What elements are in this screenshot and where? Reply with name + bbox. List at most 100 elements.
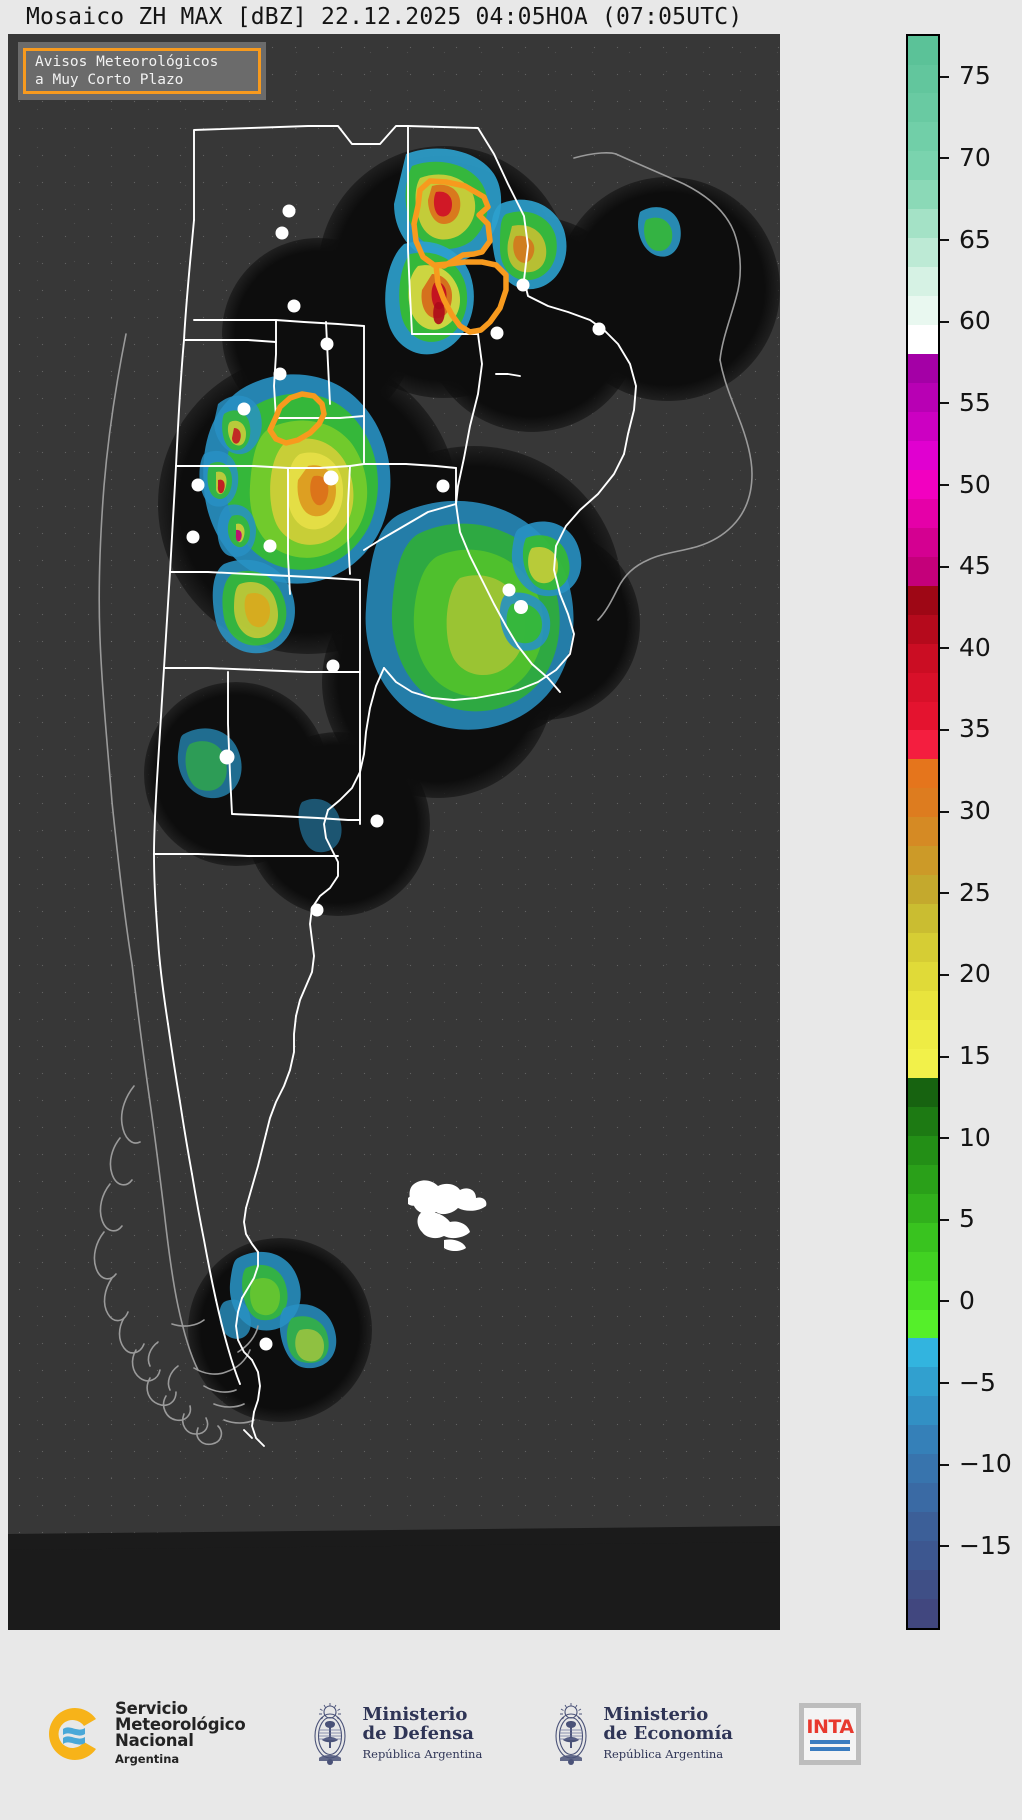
colorbar-tick-label: 60 [959, 306, 991, 336]
echo-cluster-central [199, 374, 391, 654]
colorbar-segment [908, 1222, 938, 1252]
colorbar-segment [908, 1077, 938, 1107]
colorbar-segment [908, 1425, 938, 1455]
smn-line-1: Servicio [115, 1699, 188, 1718]
colorbar-segment [908, 1048, 938, 1078]
colorbar-segment [908, 151, 938, 181]
colorbar-segment [908, 498, 938, 528]
colorbar-tick-dash [940, 1382, 949, 1385]
colorbar-segment [908, 933, 938, 963]
colorbar-segment [908, 614, 938, 644]
colorbar-tick-dash [940, 892, 949, 895]
colorbar-tick-dash [940, 973, 949, 976]
colorbar-segment [908, 411, 938, 441]
argentina-coat-of-arms-icon [548, 1700, 594, 1768]
colorbar-tick-dash [940, 484, 949, 487]
colorbar-tick-label: 40 [959, 632, 991, 662]
title-bar: Mosaico ZH MAX [dBZ] 22.12.2025 04:05HOA… [0, 0, 1022, 34]
inta-logo-icon: INTA [798, 1703, 861, 1765]
smn-logo-icon [44, 1703, 106, 1765]
colorbar-segment [908, 1106, 938, 1136]
logo-smn: Servicio Meteorológico Nacional Argentin… [44, 1699, 246, 1767]
colorbar-tick-dash [940, 1463, 949, 1466]
colorbar-tick-label: 25 [959, 877, 991, 907]
colorbar-segment [908, 93, 938, 123]
colorbar-tick-label: 0 [959, 1285, 975, 1315]
colorbar-tick-dash [940, 239, 949, 242]
colorbar-segment [908, 1309, 938, 1339]
warning-legend-inner: Avisos Meteorológicos a Muy Corto Plazo [23, 48, 261, 94]
colorbar-segment [908, 527, 938, 557]
colorbar-segment [908, 267, 938, 297]
colorbar-tick-label: 10 [959, 1122, 991, 1152]
economia-logo-text: Ministerio de Economía República Argenti… [603, 1705, 733, 1764]
colorbar-tick-dash [940, 810, 949, 813]
colorbar-tick-dash [940, 1300, 949, 1303]
economia-line-1: Ministerio [603, 1703, 709, 1725]
warning-legend-line-1: Avisos Meteorológicos [35, 54, 219, 70]
smn-logo-text: Servicio Meteorológico Nacional Argentin… [115, 1699, 246, 1767]
colorbar-ticks: 75 70 65 60 55 50 45 40 35 30 25 20 15 10 5 0 −5 −10 −15 [940, 34, 1022, 1630]
colorbar-segment [908, 759, 938, 789]
colorbar-tick-dash [940, 1137, 949, 1140]
warning-legend-line-2: a Muy Corto Plazo [35, 72, 184, 88]
economia-line-3: República Argentina [603, 1746, 724, 1761]
logo-ministerio-economia: Ministerio de Economía República Argenti… [548, 1700, 733, 1768]
colorbar-tick-dash [940, 320, 949, 323]
colorbar-tick-dash [940, 157, 949, 160]
defensa-line-2: de Defensa [362, 1722, 474, 1744]
colorbar-segment [908, 730, 938, 760]
colorbar-tick-dash [940, 728, 949, 731]
colorbar-segment [908, 1251, 938, 1281]
colorbar-segment [908, 904, 938, 934]
colorbar-tick-label: 45 [959, 551, 991, 581]
colorbar-tick-label: 15 [959, 1041, 991, 1070]
argentina-coat-of-arms-icon [307, 1700, 353, 1768]
echo-cluster-north [385, 148, 681, 355]
colorbar-segment [908, 817, 938, 847]
colorbar-segment [908, 846, 938, 876]
colorbar-segment [908, 585, 938, 615]
falkland-islands [408, 1180, 487, 1251]
logo-inta: INTA [798, 1703, 861, 1765]
colorbar-tick-label: 35 [959, 714, 991, 744]
colorbar-segment [908, 209, 938, 239]
radar-map-panel[interactable]: Avisos Meteorológicos a Muy Corto Plazo [8, 34, 780, 1630]
colorbar-segment [908, 788, 938, 818]
defensa-line-1: Ministerio [362, 1703, 468, 1725]
footer-logos: Servicio Meteorológico Nacional Argentin… [0, 1648, 1022, 1820]
echo-cluster-tdf [219, 1251, 337, 1369]
colorbar-segment [908, 1135, 938, 1165]
colorbar-tick-dash [940, 647, 949, 650]
colorbar-segment [908, 701, 938, 731]
colorbar-segment [908, 1599, 938, 1628]
colorbar-tick-label: 75 [959, 61, 991, 91]
colorbar-segment [908, 1280, 938, 1310]
colorbar-segment [908, 64, 938, 94]
colorbar-segment [908, 469, 938, 499]
warning-polygon-north-2 [433, 259, 509, 335]
colorbar-segment [908, 875, 938, 905]
argentina-borders [153, 125, 637, 1447]
colorbar-tick-dash [940, 1055, 949, 1058]
defensa-logo-text: Ministerio de Defensa República Argentin… [362, 1705, 482, 1764]
smn-line-3: Nacional [115, 1731, 194, 1750]
colorbar-tick-dash [940, 565, 949, 568]
logo-ministerio-defensa: Ministerio de Defensa República Argentin… [307, 1700, 482, 1768]
colorbar-tick-label: 30 [959, 796, 991, 826]
colorbar-tick-dash [940, 402, 949, 405]
colorbar-segment [908, 1193, 938, 1223]
colorbar-segment [908, 1512, 938, 1542]
colorbar-segment [908, 1454, 938, 1484]
page-title: Mosaico ZH MAX [dBZ] 22.12.2025 04:05HOA… [26, 4, 743, 30]
smn-line-2: Meteorológico [115, 1715, 246, 1734]
inta-bar-2 [809, 1746, 850, 1751]
colorbar-segment [908, 383, 938, 412]
colorbar-tick-label: 5 [959, 1204, 975, 1234]
warning-polygon-central [267, 391, 327, 446]
colorbar-segment [908, 440, 938, 470]
defensa-line-3: República Argentina [362, 1746, 483, 1761]
colorbar-segment [908, 238, 938, 268]
colorbar-segment [908, 672, 938, 702]
inta-bar-1 [809, 1739, 850, 1744]
